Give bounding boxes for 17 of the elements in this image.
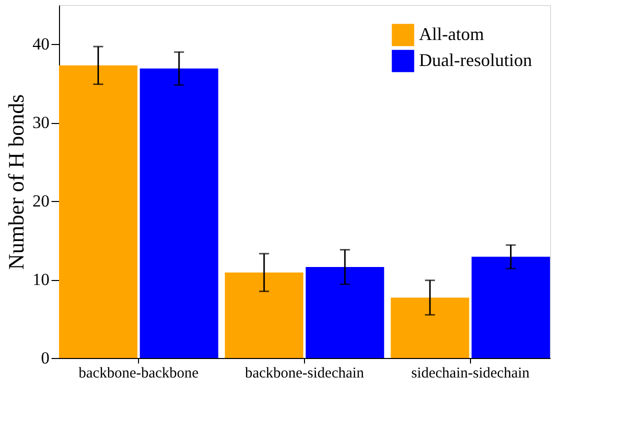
y-tick-label: 30: [32, 113, 50, 132]
x-tick-label: backbone-backbone: [78, 366, 199, 382]
y-tick-label: 20: [32, 192, 50, 211]
legend-label: All-atom: [419, 24, 484, 44]
bar: [224, 272, 304, 358]
bar: [59, 65, 138, 358]
y-tick-label: 40: [32, 34, 50, 54]
bar: [390, 298, 470, 358]
bar: [306, 267, 384, 358]
y-tick-label: 0: [41, 348, 50, 368]
y-axis-title: Number of H bonds: [4, 94, 28, 270]
y-tick-label: 10: [32, 270, 50, 290]
bar: [140, 68, 218, 358]
x-tick-label: sidechain-sidechain: [411, 366, 530, 382]
bar: [472, 256, 550, 358]
x-tick-label: backbone-sidechain: [244, 366, 365, 382]
legend-label: Dual-resolution: [419, 50, 532, 70]
